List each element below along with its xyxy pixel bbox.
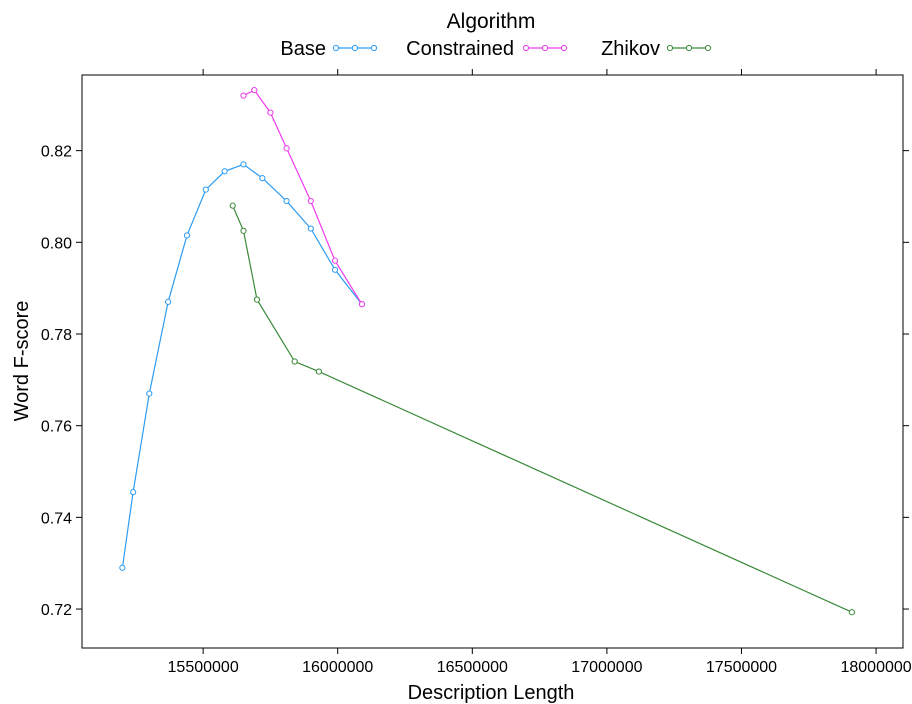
data-point-zhikov [253,296,261,303]
y-axis-label: Word F-score [11,301,33,422]
y-axis: 0.72 0.74 0.76 0.78 0.80 0.82 [41,144,909,619]
legend-label-zhikov: Zhikov [601,38,660,60]
y-tick-label: 0.78 [41,327,72,344]
data-point-constrained [240,92,247,99]
legend-marker-base [370,44,378,52]
data-point-base [240,161,247,168]
legend-label-base: Base [280,38,326,60]
data-point-base [165,298,172,306]
data-point-constrained [331,257,339,264]
x-tick-label: 16500000 [437,659,508,676]
x-tick-label: 15500000 [168,659,239,676]
data-point-constrained [251,87,258,94]
data-point-constrained [358,301,366,308]
data-point-zhikov [315,368,322,375]
legend-marker-zhikov [704,44,712,52]
data-point-base [183,232,191,239]
x-tick-label: 18000000 [840,659,911,676]
data-point-constrained [267,109,274,116]
data-point-constrained [307,197,314,205]
legend-marker-zhikov [685,44,693,52]
x-axis: 15500000 16000000 16500000 17000000 17500000… [168,69,912,676]
legend-marker-base [351,44,359,52]
series-layer [119,87,855,616]
legend-marker-base [332,44,340,52]
data-point-base [130,489,137,496]
y-tick-label: 0.76 [41,419,72,436]
legend-title: Algorithm [447,10,536,33]
legend-marker-constrained [560,44,568,52]
data-point-base [202,186,209,193]
y-tick-label: 0.72 [41,602,72,619]
data-point-base [119,564,126,571]
y-tick-label: 0.80 [41,235,72,252]
legend-marker-constrained [541,44,549,52]
series-line-zhikov [232,205,853,613]
data-point-base [283,197,290,205]
data-point-base [146,390,153,397]
x-tick-label: 17500000 [706,659,777,676]
y-tick-label: 0.74 [41,510,72,527]
legend-marker-zhikov [666,44,674,52]
x-tick-label: 17000000 [571,659,642,676]
data-point-base [307,225,314,232]
legend-label-constrained: Constrained [406,38,514,60]
data-point-base [331,266,339,273]
legend-marker-constrained [522,44,530,52]
series-line-constrained [243,89,363,305]
series-line-base [121,163,363,568]
x-tick-label: 16000000 [302,659,373,676]
legend: Algorithm Base Constrained Zhikov [280,10,712,60]
data-point-constrained [283,145,290,152]
data-point-zhikov [291,358,298,365]
legend-items: Base Constrained Zhikov [280,38,712,60]
y-tick-label: 0.82 [41,144,72,161]
data-point-zhikov [229,202,236,209]
data-point-base [221,168,228,175]
data-point-base [259,175,266,182]
data-point-zhikov [848,609,855,616]
data-point-zhikov [240,227,247,234]
x-axis-label: Description Length [408,682,575,704]
plot-frame [81,74,904,649]
